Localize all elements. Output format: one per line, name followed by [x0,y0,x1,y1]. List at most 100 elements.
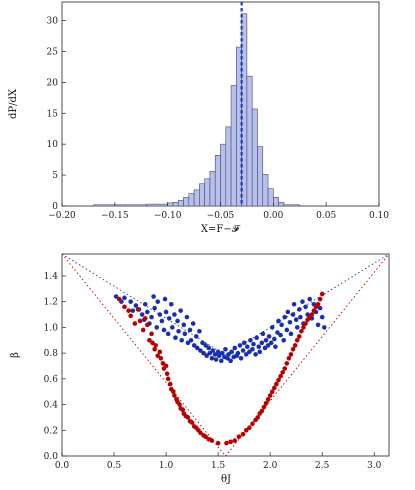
scatter-point-blue [315,322,321,328]
scatter-point-blue [232,345,238,351]
scatter-y-tick-label: 1.4 [44,272,59,282]
scatter-point-blue [238,355,244,361]
scatter-point-red [137,318,143,324]
scatter-point-blue [278,332,283,338]
scatter-y-tick-label: 1.0 [44,323,59,333]
histogram-bar [177,200,184,207]
scatter-point-blue [187,327,193,333]
histogram-bar [225,126,232,207]
scatter-point-blue [157,312,163,317]
scatter-point-red [215,440,221,446]
histogram-bar [167,202,174,207]
scatter-point-blue [193,334,199,339]
scatter-y-axis-label: β [10,352,21,358]
scatter-point-blue [229,349,234,355]
scatter-point-red [147,337,152,343]
scatter-point-blue [266,334,272,339]
scatter-y-tick-label: 0.6 [44,375,59,385]
histogram-bar [262,174,269,207]
scatter-point-blue [225,355,230,361]
scatter-point-blue [165,331,171,337]
histogram-y-tick-label: 15 [47,109,59,119]
scatter-point-red [171,389,176,395]
histogram-bar [273,197,279,207]
scatter-point-blue [122,295,127,301]
scatter-point-blue [184,314,190,320]
scatter-point-red [282,366,288,371]
scatter-point-blue [237,343,243,348]
scatter-point-red [299,328,304,334]
histogram-bar [199,183,205,207]
histogram-x-tick-label: −0.05 [207,211,235,221]
scatter-point-blue [307,296,313,302]
scatter-point-blue [226,352,231,357]
scatter-point-blue [215,349,221,355]
scatter-point-red [209,438,215,443]
histogram-bar [209,171,216,207]
scatter-point-blue [179,337,185,343]
scatter-x-tick-label: 2.5 [315,461,330,471]
scatter-y-ticks: 0.0 0.2 0.4 0.6 0.8 1.0 1.2 1.4 [44,272,66,462]
scatter-point-blue [294,325,300,330]
scatter-point-blue [185,340,191,346]
reference-line [225,253,390,457]
histogram-x-tick-label: −0.15 [101,211,129,221]
scatter-point-blue [282,314,288,320]
histogram-bar [214,155,221,207]
scatter-point-red [278,373,283,379]
scatter-panel: 0.0 0.5 1.0 1.5 2.0 2.5 3.0 0.0 0.2 0.4 0.6 0.8 1.0… [10,253,390,485]
scatter-point-red [132,321,138,326]
scatter-x-tick-label: 1.5 [211,461,226,471]
scatter-x-tick-label: 2.0 [263,461,278,471]
reference-line [61,253,226,457]
histogram-bar [172,201,179,207]
scatter-point-red [311,308,317,313]
histogram-x-axis-label: X=F−𝓕 [201,224,241,235]
scatter-point-blue [154,325,160,330]
histogram-y-tick-label: 0 [52,202,58,212]
scatter-x-ticks: 0.0 0.5 1.0 1.5 2.0 2.5 3.0 [55,452,382,471]
scatter-point-blue [251,341,256,347]
scatter-point-red [284,361,290,366]
histogram-bar [267,188,274,207]
scatter-point-red [150,340,155,346]
scatter-point-red [135,307,141,312]
scatter-point-blue [212,352,218,357]
scatter-point-red [303,321,308,326]
histogram-y-axis-label: dP/dX [8,88,19,119]
scatter-x-tick-label: 0.5 [107,461,122,471]
scatter-point-blue [133,303,139,308]
scatter-point-red [274,381,279,387]
scatter-point-red [280,370,285,375]
scatter-point-blue [206,345,212,351]
scatter-point-blue [149,314,154,320]
histogram-bar [251,108,258,207]
scatter-point-red [265,397,271,402]
scatter-point-blue [285,309,291,315]
scatter-point-red [160,361,166,366]
scatter-y-tick-label: 0.4 [44,401,59,411]
scatter-point-red [286,355,292,361]
scatter-point-blue [198,348,203,353]
scatter-point-blue [244,344,250,349]
scatter-point-red [263,400,269,406]
scatter-y-tick-label: 1.2 [44,298,58,308]
scatter-x-axis-label: θJ [221,474,231,485]
histogram-y-tick-label: 25 [47,47,59,57]
scatter-point-blue [319,314,325,320]
scatter-point-blue [161,327,167,333]
scatter-point-blue [170,325,175,330]
scatter-point-blue [188,337,194,343]
scatter-point-blue [200,340,205,346]
scatter-point-blue [195,345,200,351]
scatter-point-blue [281,337,287,343]
scatter-point-blue [317,305,323,311]
scatter-point-blue [228,358,233,364]
scatter-point-red [157,349,163,355]
scatter-point-blue [213,357,219,362]
scatter-x-tick-label: 0.0 [55,461,70,471]
scatter-point-red [198,430,203,436]
reference-line [225,253,390,356]
scatter-point-blue [321,325,327,330]
